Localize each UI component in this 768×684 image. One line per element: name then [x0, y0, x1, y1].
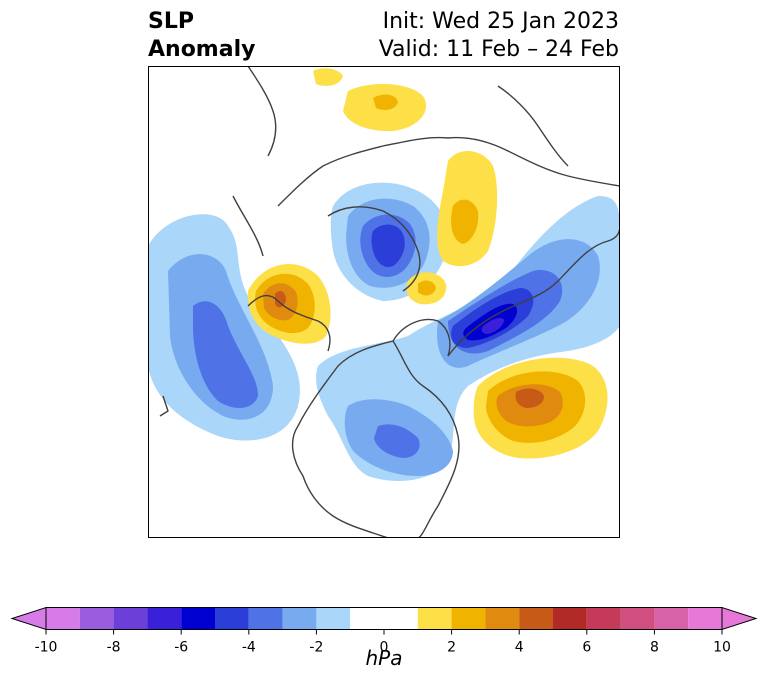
- colorbar-units: hPa: [365, 646, 403, 670]
- colorbar-cell: [586, 607, 621, 630]
- scandinavia-high-anomaly: [437, 150, 498, 267]
- slp-anomaly-map: [148, 66, 620, 538]
- colorbar-tick-label: 8: [650, 640, 659, 656]
- coastlines: [159, 66, 620, 538]
- colorbar-tick-label: -4: [242, 640, 256, 656]
- colorbar-tick-label: -6: [174, 640, 188, 656]
- colorbar-cells: [10, 606, 758, 631]
- pacific-low-anomaly: [148, 214, 300, 441]
- colorbar-cell: [350, 607, 418, 630]
- colorbar-cell: [215, 607, 249, 630]
- colorbar-extend-max: [721, 606, 758, 631]
- colorbar-tick-label: -8: [107, 640, 121, 656]
- colorbar-tick-label: 2: [447, 640, 456, 656]
- atlantic-low-anomaly: [316, 196, 620, 481]
- colorbar-cell: [181, 607, 215, 630]
- colorbar-extend-min: [10, 606, 47, 631]
- colorbar-cell: [113, 607, 148, 630]
- colorbar-cell: [147, 607, 182, 630]
- colorbar-cell: [282, 607, 317, 630]
- west-high-anomaly: [247, 264, 331, 344]
- colorbar-cell: [485, 607, 520, 630]
- colorbar-cell: [654, 607, 689, 630]
- forecast-dates: Init: Wed 25 Jan 2023 Valid: 11 Feb – 24…: [379, 8, 619, 64]
- title-line-2: Anomaly: [148, 37, 256, 62]
- colorbar-ticks: -10 -8 -6 -4 -2 0 2 4 6 8 10: [35, 629, 731, 656]
- colorbar-cell: [553, 607, 587, 630]
- valid-range: Valid: 11 Feb – 24 Feb: [378, 37, 619, 62]
- colorbar-tick-label: -2: [309, 640, 323, 656]
- siberia-high-anomaly: [313, 68, 427, 132]
- greenland-high-anomaly: [406, 272, 447, 305]
- colorbar-tick-label: 0: [380, 640, 389, 656]
- colorbar-tick-label: 10: [713, 640, 731, 656]
- init-date: Init: Wed 25 Jan 2023: [382, 9, 619, 34]
- colorbar-cell: [620, 607, 655, 630]
- colorbar-tick-label: 6: [582, 640, 591, 656]
- title-line-1: SLP: [148, 9, 194, 34]
- colorbar-cell: [688, 607, 722, 630]
- colorbar-cell: [248, 607, 283, 630]
- colorbar-cell: [417, 607, 452, 630]
- colorbar-cell: [519, 607, 553, 630]
- colorbar-tick-label: 4: [515, 640, 524, 656]
- colorbar: -10 -8 -6 -4 -2 0 2 4 6 8 10: [10, 606, 758, 656]
- colorbar-cell: [46, 607, 80, 630]
- colorbar-tick-label: -10: [35, 640, 58, 656]
- atlantic-high-anomaly: [473, 357, 608, 459]
- colorbar-cell: [79, 607, 114, 630]
- colorbar-cell: [316, 607, 351, 630]
- colorbar-cell: [451, 607, 486, 630]
- map-title: SLP Anomaly: [148, 8, 255, 64]
